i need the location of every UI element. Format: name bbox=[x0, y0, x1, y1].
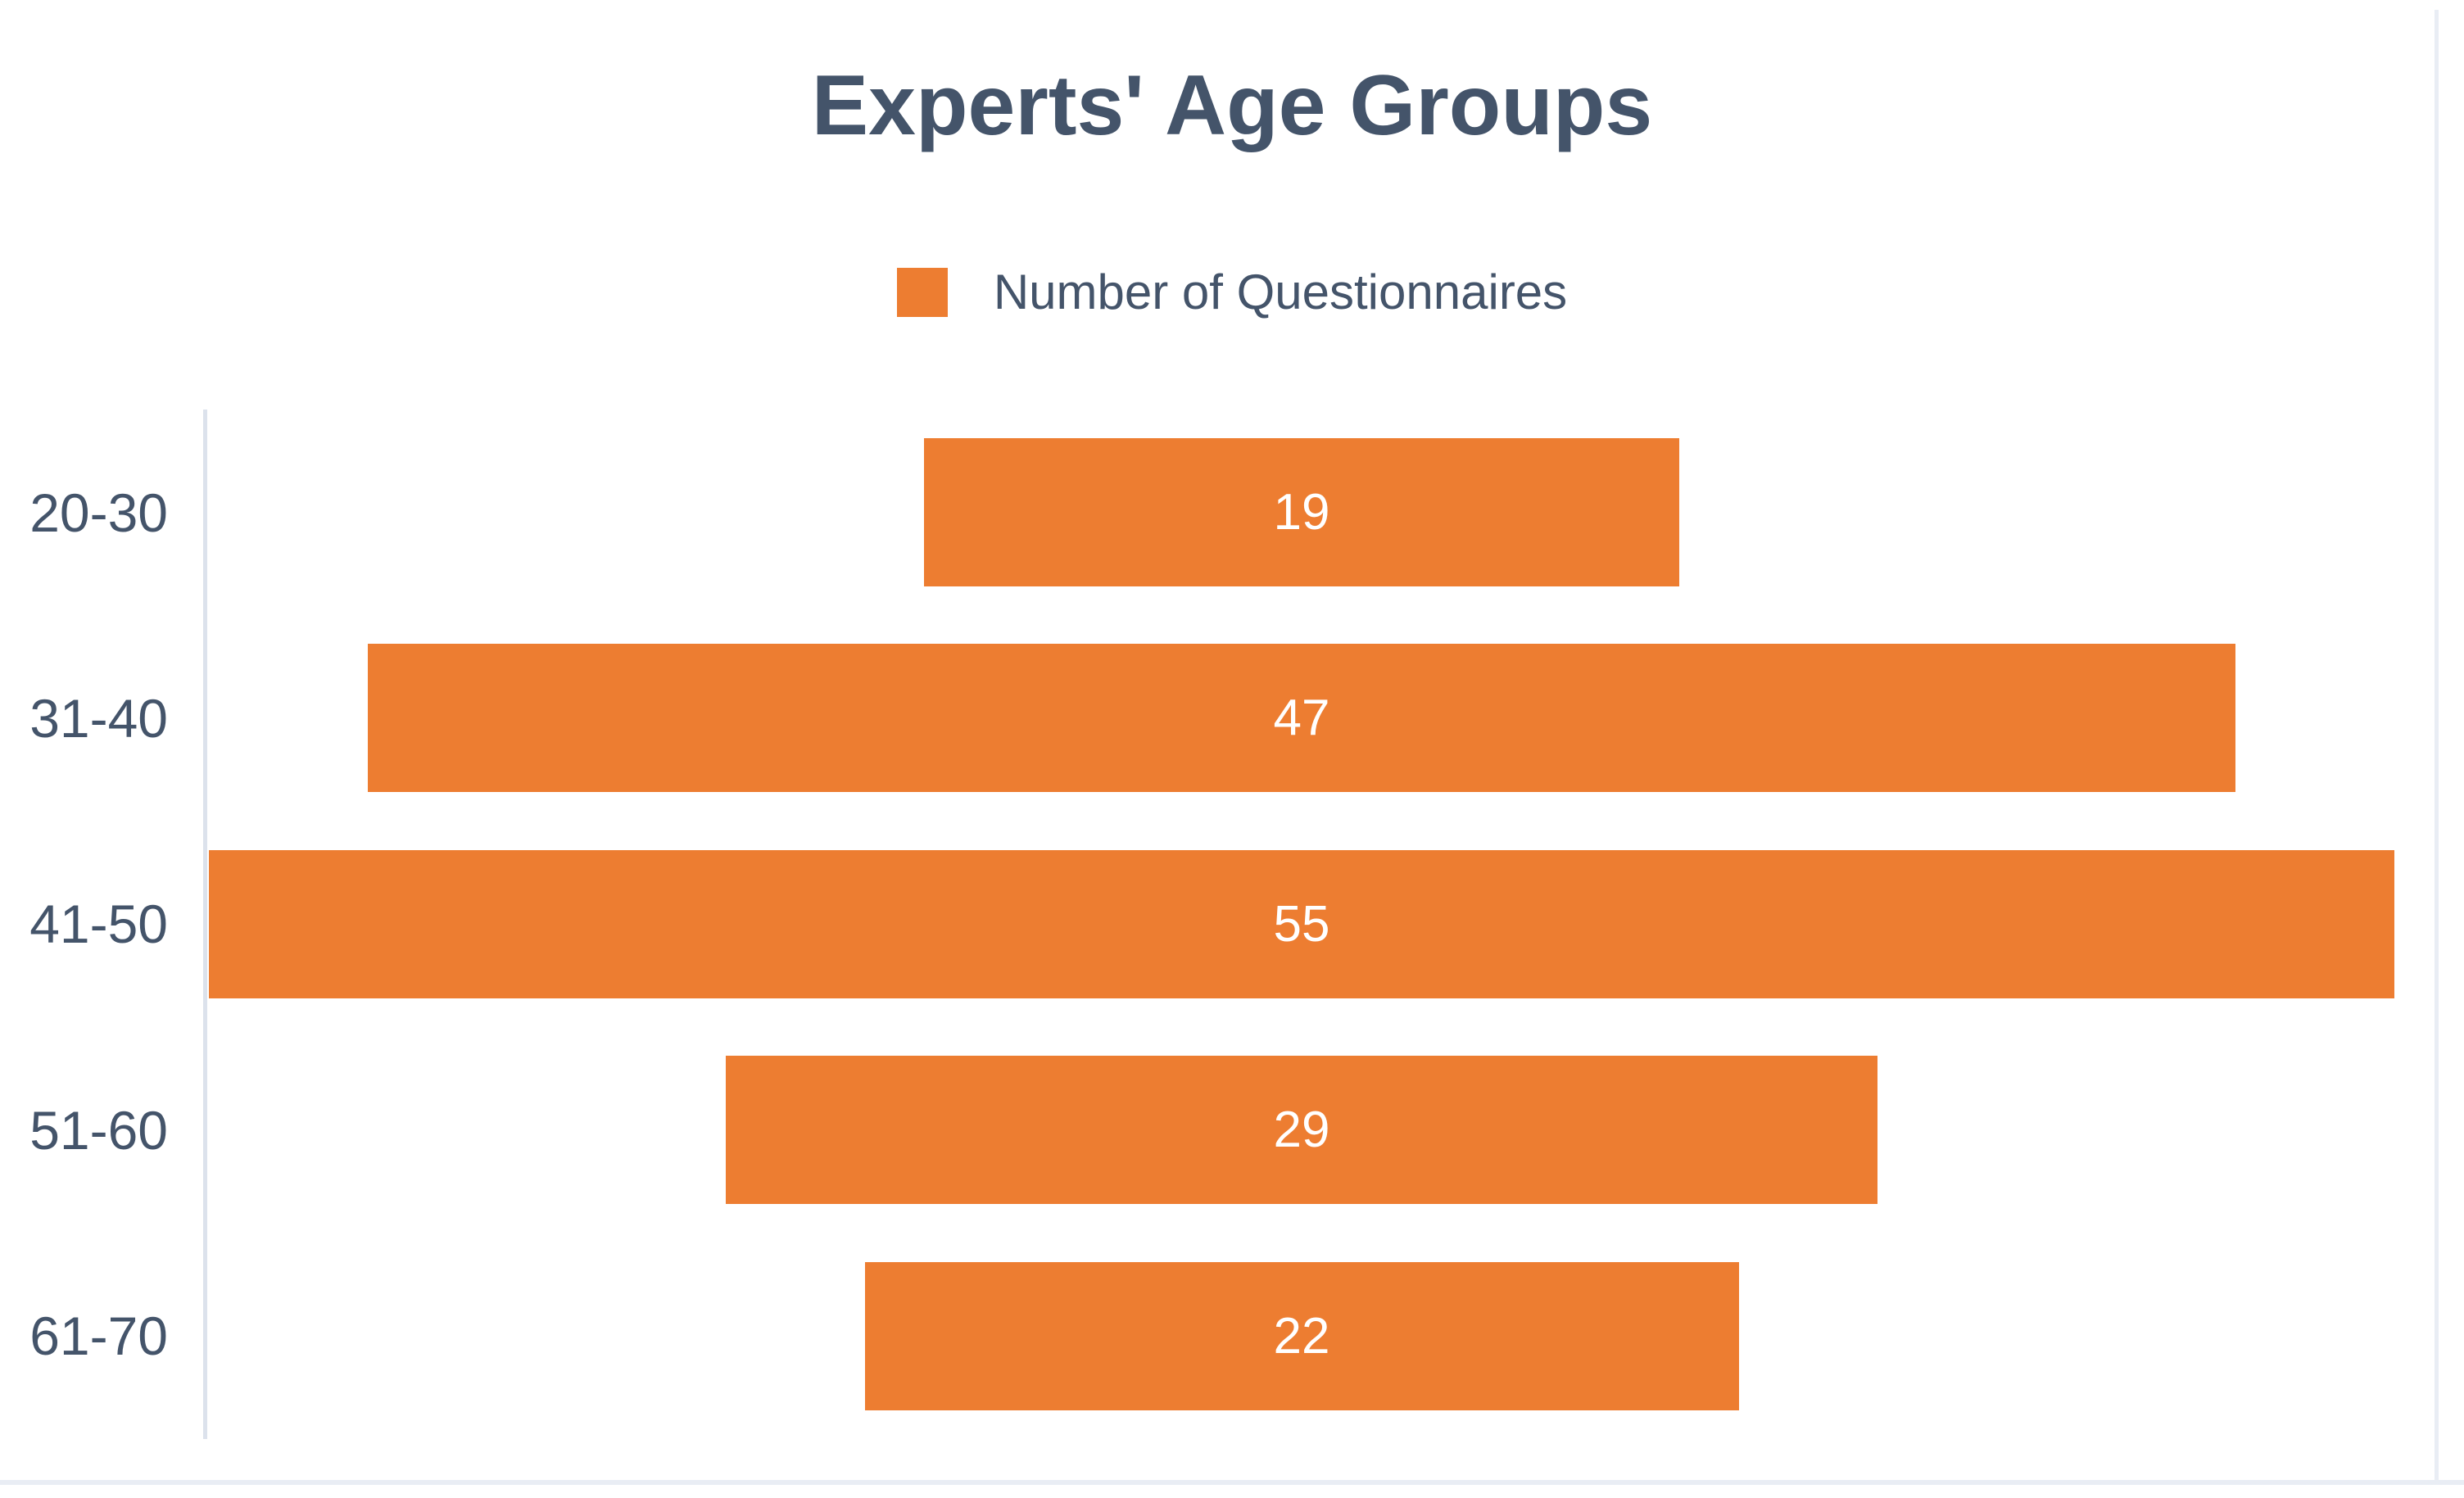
bar-row: 41-50 55 bbox=[0, 821, 2464, 1027]
legend: Number of Questionnaires bbox=[0, 264, 2464, 320]
chart-title: Experts' Age Groups bbox=[811, 58, 1653, 153]
bar-row: 31-40 47 bbox=[0, 615, 2464, 821]
category-label: 41-50 bbox=[29, 894, 168, 955]
category-label: 61-70 bbox=[29, 1306, 168, 1367]
bar: 47 bbox=[368, 644, 2235, 793]
bar-row: 20-30 19 bbox=[0, 410, 2464, 615]
bar-value-label: 55 bbox=[1273, 895, 1330, 953]
bar-value-label: 29 bbox=[1273, 1102, 1330, 1159]
bar: 55 bbox=[209, 849, 2394, 998]
category-label: 31-40 bbox=[29, 687, 168, 749]
plot-area: 20-30 19 31-40 47 41-50 55 51-60 29 61-70 22 bbox=[0, 410, 2464, 1439]
bar-value-label: 19 bbox=[1273, 484, 1330, 541]
bar-value-label: 22 bbox=[1273, 1307, 1330, 1364]
category-label: 20-30 bbox=[29, 482, 168, 543]
window-bottom-border bbox=[0, 1480, 2464, 1485]
bar: 19 bbox=[924, 438, 1679, 586]
y-axis-line bbox=[203, 410, 207, 1439]
bar: 29 bbox=[725, 1056, 1878, 1205]
bar-value-label: 47 bbox=[1273, 690, 1330, 747]
window-right-border bbox=[2435, 10, 2439, 1480]
bar-row: 51-60 29 bbox=[0, 1027, 2464, 1233]
bar-row: 61-70 22 bbox=[0, 1233, 2464, 1439]
legend-label: Number of Questionnaires bbox=[993, 265, 1568, 319]
category-label: 51-60 bbox=[29, 1099, 168, 1161]
legend-swatch-icon bbox=[896, 267, 948, 317]
bar: 22 bbox=[864, 1261, 1739, 1410]
